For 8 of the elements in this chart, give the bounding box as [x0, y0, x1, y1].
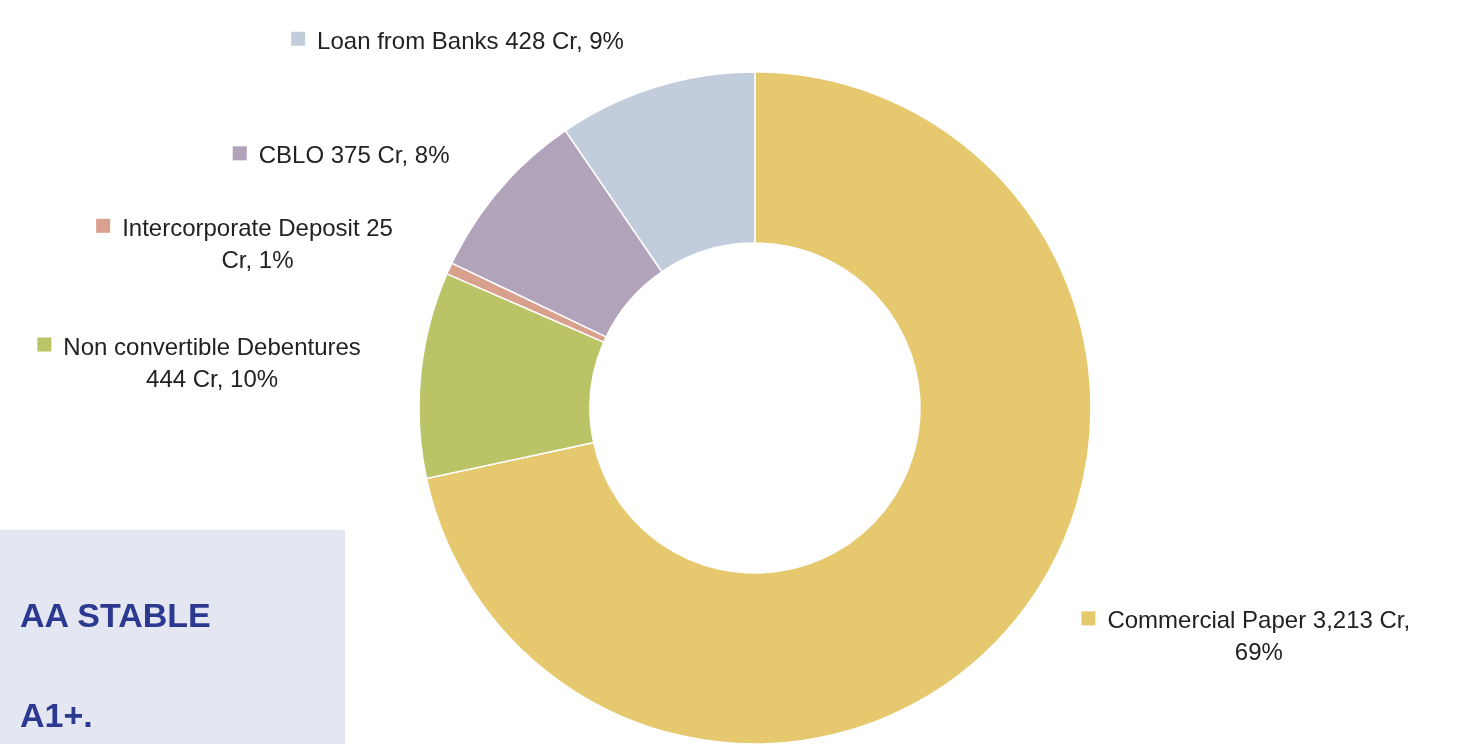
legend-label: CBLO 375 Cr, 8% [258, 141, 450, 169]
legend-label: Loan from Banks 428 Cr, 9% [317, 26, 624, 54]
legend-label: Non convertible Debentures [63, 332, 361, 360]
data-label: 444 Cr, 10% [146, 364, 279, 392]
text: AA STABLE [20, 596, 211, 634]
legend-label: Intercorporate Deposit 25 Cr, 1% [122, 213, 393, 273]
legend-label: Commercial Paper 3,213 Cr, 69% [1107, 606, 1411, 666]
text: A1+. [20, 696, 93, 734]
